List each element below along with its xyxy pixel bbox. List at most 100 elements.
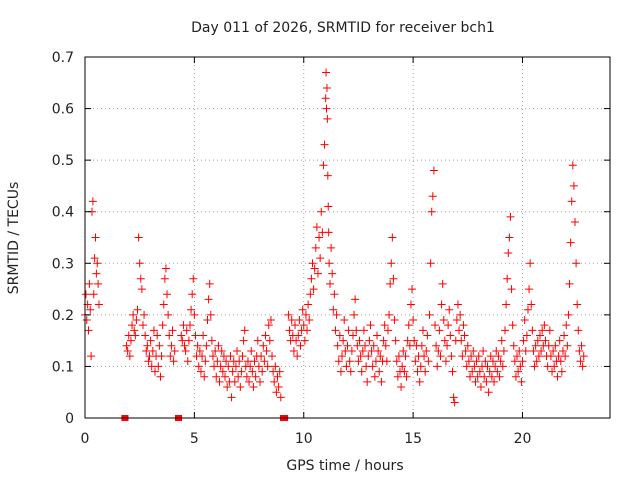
data-point <box>523 305 532 314</box>
y-tick-label: 0 <box>65 411 74 427</box>
data-point <box>326 279 334 288</box>
data-point <box>348 331 357 340</box>
data-point <box>213 357 222 366</box>
data-point <box>287 316 296 325</box>
data-point <box>558 346 567 355</box>
data-point <box>91 233 100 242</box>
data-point <box>364 352 373 361</box>
data-point <box>494 352 503 361</box>
data-point <box>224 362 233 371</box>
x-tick-label: 20 <box>514 431 532 447</box>
data-point <box>126 336 135 345</box>
data-point <box>363 377 372 386</box>
data-point <box>441 357 450 366</box>
data-point <box>135 259 144 268</box>
data-point <box>343 341 352 350</box>
data-point <box>365 336 374 345</box>
data-point <box>436 352 445 361</box>
data-point <box>492 346 501 355</box>
data-point <box>82 316 91 325</box>
data-point <box>508 321 517 330</box>
data-point <box>545 326 554 335</box>
data-point <box>86 305 95 314</box>
data-point <box>386 279 395 288</box>
data-point <box>460 331 469 340</box>
data-point <box>557 367 566 376</box>
data-point <box>317 207 326 216</box>
data-point <box>374 346 383 355</box>
data-point <box>88 197 97 206</box>
data-point <box>521 346 530 355</box>
data-point <box>89 290 98 299</box>
data-point <box>138 321 147 330</box>
data-point <box>223 383 232 392</box>
data-point <box>513 352 522 361</box>
data-point <box>434 346 443 355</box>
data-point <box>406 300 415 309</box>
data-point <box>163 290 172 299</box>
data-point <box>226 352 235 361</box>
data-point <box>347 346 356 355</box>
data-point <box>474 352 483 361</box>
data-point <box>130 326 139 335</box>
data-point <box>227 393 236 402</box>
data-point <box>331 326 340 335</box>
data-point <box>293 352 302 361</box>
data-point <box>409 316 418 325</box>
data-point <box>144 357 153 366</box>
data-point <box>496 357 505 366</box>
data-point <box>548 367 557 376</box>
data-point <box>231 362 240 371</box>
data-point <box>259 341 268 350</box>
grid <box>85 57 610 418</box>
data-point <box>379 336 388 345</box>
data-point <box>273 372 282 381</box>
data-point <box>390 316 399 325</box>
data-point <box>397 383 406 392</box>
data-point <box>410 336 419 345</box>
data-point <box>221 372 229 381</box>
data-point <box>153 331 162 340</box>
data-point <box>470 362 479 371</box>
data-point <box>276 393 285 402</box>
data-point <box>309 285 318 294</box>
data-point <box>482 377 491 386</box>
data-point <box>155 341 164 350</box>
data-point <box>328 269 337 278</box>
data-point <box>295 316 304 325</box>
data-point <box>200 372 209 381</box>
data-point <box>490 377 499 386</box>
data-point <box>574 326 583 335</box>
data-point <box>190 310 199 319</box>
y-tick-label: 0.2 <box>52 308 74 324</box>
data-point <box>531 341 540 350</box>
data-point <box>352 326 361 335</box>
data-point <box>204 295 213 304</box>
y-tick-label: 0.7 <box>52 50 74 66</box>
data-point <box>564 310 573 319</box>
data-point <box>546 352 555 361</box>
data-point <box>532 357 541 366</box>
data-point <box>322 104 331 113</box>
data-point <box>308 259 317 268</box>
data-point <box>335 331 344 340</box>
data-point <box>420 352 429 361</box>
data-point <box>194 362 203 371</box>
data-point <box>123 346 132 355</box>
data-point <box>306 290 315 299</box>
data-point <box>134 233 143 242</box>
data-point <box>183 357 192 366</box>
data-point <box>193 341 202 350</box>
data-point <box>504 248 513 257</box>
y-tick-label: 0.4 <box>52 205 74 221</box>
data-point <box>181 346 190 355</box>
data-point <box>195 346 204 355</box>
data-point <box>556 357 565 366</box>
data-point <box>236 383 245 392</box>
data-point <box>428 192 437 201</box>
data-point <box>389 274 398 283</box>
data-point <box>238 352 247 361</box>
data-point <box>529 346 538 355</box>
data-point <box>301 310 310 319</box>
